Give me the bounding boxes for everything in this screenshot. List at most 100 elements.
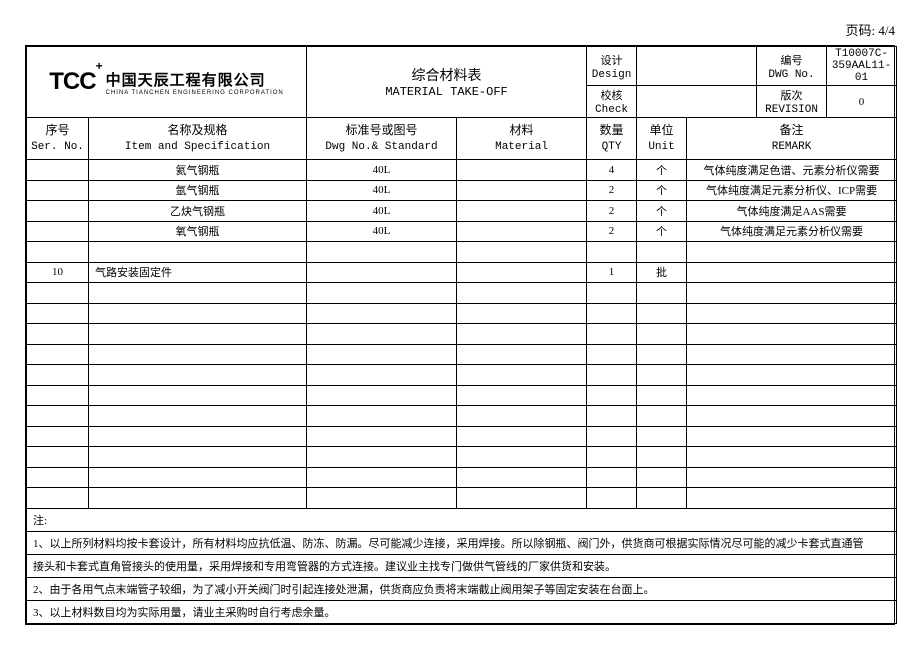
- cell-qty: 4: [587, 160, 637, 181]
- cell-unit: [637, 324, 687, 345]
- cell-remark: [687, 406, 897, 427]
- cell-item: 氩气钢瓶: [89, 180, 307, 201]
- cell-item: [89, 324, 307, 345]
- table-row: [27, 365, 897, 386]
- cell-material: [457, 221, 587, 242]
- cell-ser: [27, 303, 89, 324]
- cell-item: 氦气钢瓶: [89, 160, 307, 181]
- cell-dwg: [307, 488, 457, 509]
- cell-ser: [27, 365, 89, 386]
- revision-label: 版次REVISION: [757, 86, 827, 118]
- cell-material: [457, 488, 587, 509]
- cell-dwg: 40L: [307, 160, 457, 181]
- cell-remark: [687, 426, 897, 447]
- table-row: 氧气钢瓶40L2个气体纯度满足元素分析仪需要: [27, 221, 897, 242]
- design-label: 设计Design: [587, 47, 637, 86]
- cell-remark: [687, 303, 897, 324]
- cell-unit: [637, 303, 687, 324]
- cell-remark: [687, 447, 897, 468]
- cell-ser: [27, 447, 89, 468]
- page: 页码: 4/4 TCC+ 中国天辰工程有限公司 CHINA TIANCHEN E…: [0, 0, 920, 651]
- cell-remark: 气体纯度满足元素分析仪、ICP需要: [687, 180, 897, 201]
- cell-remark: [687, 262, 897, 283]
- design-value: [637, 47, 757, 86]
- table-row: [27, 344, 897, 365]
- cell-unit: [637, 467, 687, 488]
- logo-company-cn: 中国天辰工程有限公司: [106, 69, 284, 90]
- cell-ser: [27, 324, 89, 345]
- cell-qty: [587, 406, 637, 427]
- check-label: 校核Check: [587, 86, 637, 118]
- cell-dwg: [307, 447, 457, 468]
- cell-material: [457, 180, 587, 201]
- cell-unit: [637, 242, 687, 263]
- cell-qty: 2: [587, 180, 637, 201]
- cell-item: [89, 365, 307, 386]
- cell-unit: [637, 365, 687, 386]
- cell-qty: 1: [587, 262, 637, 283]
- title-en: MATERIAL TAKE-OFF: [309, 85, 584, 99]
- cell-item: [89, 303, 307, 324]
- cell-item: [89, 406, 307, 427]
- cell-material: [457, 447, 587, 468]
- cell-remark: [687, 488, 897, 509]
- cell-qty: [587, 385, 637, 406]
- cell-unit: 个: [637, 221, 687, 242]
- cell-ser: [27, 344, 89, 365]
- cell-item: [89, 467, 307, 488]
- cell-dwg: [307, 406, 457, 427]
- col-remark: 备注REMARK: [687, 118, 897, 160]
- cell-item: 乙炔气钢瓶: [89, 201, 307, 222]
- notes-header: 注:: [27, 508, 897, 531]
- cell-qty: [587, 283, 637, 304]
- cell-dwg: [307, 344, 457, 365]
- cell-material: [457, 365, 587, 386]
- title-cn: 综合材料表: [309, 65, 584, 85]
- cell-remark: [687, 324, 897, 345]
- cell-ser: [27, 242, 89, 263]
- cell-unit: 个: [637, 201, 687, 222]
- cell-ser: [27, 385, 89, 406]
- cell-unit: 个: [637, 160, 687, 181]
- cell-remark: 气体纯度满足AAS需要: [687, 201, 897, 222]
- cell-item: [89, 283, 307, 304]
- cell-unit: 个: [637, 180, 687, 201]
- table-row: [27, 467, 897, 488]
- cell-remark: [687, 344, 897, 365]
- table-row: [27, 406, 897, 427]
- cell-ser: [27, 406, 89, 427]
- cell-material: [457, 385, 587, 406]
- cell-remark: 气体纯度满足色谱、元素分析仪需要: [687, 160, 897, 181]
- cell-qty: [587, 324, 637, 345]
- title-cell: 综合材料表 MATERIAL TAKE-OFF: [307, 47, 587, 118]
- table-row: [27, 324, 897, 345]
- table-row: [27, 242, 897, 263]
- cell-material: [457, 201, 587, 222]
- cell-ser: [27, 201, 89, 222]
- logo-cell: TCC+ 中国天辰工程有限公司 CHINA TIANCHEN ENGINEERI…: [27, 47, 307, 118]
- cell-unit: [637, 385, 687, 406]
- table-row: [27, 488, 897, 509]
- col-unit: 单位Unit: [637, 118, 687, 160]
- cell-remark: 气体纯度满足元素分析仪需要: [687, 221, 897, 242]
- cell-ser: [27, 221, 89, 242]
- cell-ser: [27, 180, 89, 201]
- cell-unit: [637, 447, 687, 468]
- cell-item: [89, 385, 307, 406]
- cell-ser: [27, 488, 89, 509]
- cell-qty: [587, 365, 637, 386]
- cell-qty: [587, 344, 637, 365]
- note-line: 3、以上材料数目均为实际用量，请业主采购时自行考虑余量。: [27, 600, 897, 623]
- table-row: 10气路安装固定件1批: [27, 262, 897, 283]
- cell-remark: [687, 385, 897, 406]
- cell-dwg: [307, 283, 457, 304]
- page-number: 页码: 4/4: [25, 20, 895, 39]
- cell-unit: 批: [637, 262, 687, 283]
- cell-material: [457, 283, 587, 304]
- cell-ser: [27, 467, 89, 488]
- cell-dwg: 40L: [307, 221, 457, 242]
- cell-qty: [587, 426, 637, 447]
- col-dwg: 标准号或图号Dwg No.& Standard: [307, 118, 457, 160]
- cell-material: [457, 262, 587, 283]
- cell-item: [89, 447, 307, 468]
